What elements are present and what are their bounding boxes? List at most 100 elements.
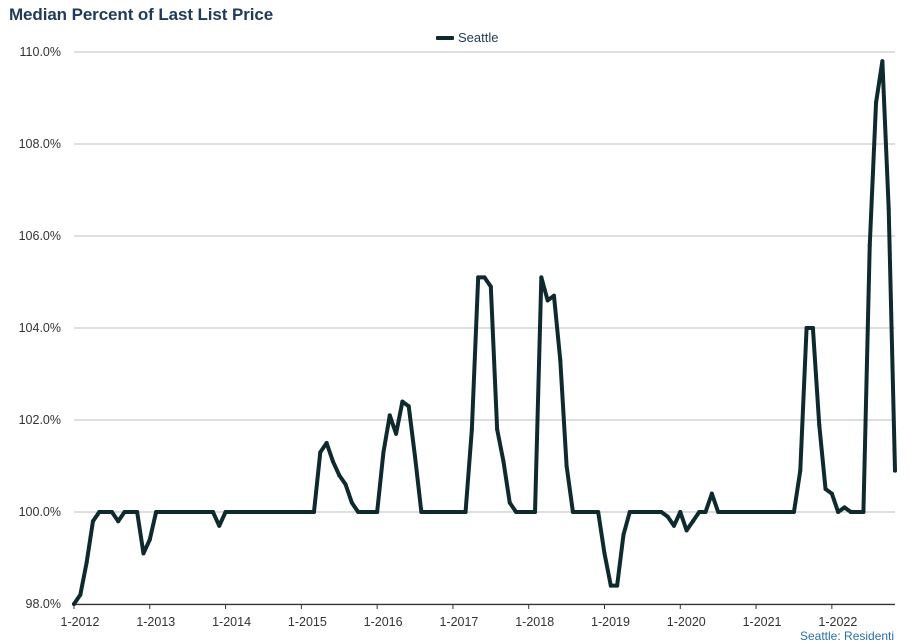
data-point — [684, 528, 689, 533]
x-tick-label: 1-2019 — [591, 615, 630, 629]
data-point — [469, 427, 474, 432]
chart-title: Median Percent of Last List Price — [9, 5, 274, 24]
data-point — [659, 510, 664, 514]
data-point — [293, 510, 298, 514]
data-point — [608, 583, 613, 588]
data-point — [128, 510, 133, 514]
data-point — [413, 454, 418, 459]
data-point — [867, 243, 872, 248]
x-tick-label: 1-2020 — [667, 615, 706, 629]
data-point — [589, 510, 594, 514]
data-point — [324, 441, 329, 445]
data-point — [362, 510, 367, 514]
data-point — [438, 510, 443, 514]
data-point — [741, 510, 746, 514]
data-point — [78, 592, 83, 597]
data-point — [545, 298, 550, 303]
data-point — [90, 519, 95, 524]
data-point — [798, 468, 803, 473]
legend-swatch-seattle — [436, 35, 454, 40]
data-point — [564, 464, 569, 468]
data-point — [785, 510, 790, 514]
x-tick-label: 1-2017 — [439, 615, 478, 629]
data-point — [810, 326, 815, 330]
data-point — [261, 510, 266, 514]
data-point — [103, 510, 108, 514]
data-point — [855, 510, 860, 514]
y-tick-label: 100.0% — [19, 505, 61, 519]
data-point — [634, 510, 639, 514]
x-tick-label: 1-2012 — [61, 615, 100, 629]
y-tick-label: 104.0% — [19, 321, 61, 335]
data-point — [690, 519, 695, 524]
data-point — [577, 510, 582, 514]
data-point — [173, 510, 178, 514]
data-point — [280, 510, 285, 514]
data-point — [419, 510, 424, 514]
data-point — [223, 510, 228, 514]
data-point — [425, 510, 430, 514]
gridlines — [74, 51, 895, 605]
data-point — [122, 510, 127, 514]
data-point — [72, 602, 76, 606]
data-point — [267, 510, 272, 514]
data-point — [311, 510, 316, 514]
data-point — [198, 510, 203, 514]
data-point — [829, 491, 834, 496]
legend[interactable]: Seattle — [436, 30, 498, 45]
x-axis: 1-2012 1-2013 1-2014 1-2015 1-2016 1-2017 1-20… — [61, 603, 895, 629]
data-point — [463, 510, 468, 514]
data-point — [615, 583, 620, 588]
data-point — [299, 510, 304, 514]
data-point — [305, 510, 310, 514]
data-point — [836, 510, 841, 514]
y-axis-ticks: 98.0% 100.0% 102.0% 104.0% 106.0% 108.0% 110.0… — [19, 45, 61, 611]
data-point — [653, 510, 658, 514]
data-point — [450, 510, 455, 514]
series-layer — [72, 59, 897, 606]
data-point — [368, 510, 373, 514]
data-point — [147, 537, 152, 542]
data-point — [488, 284, 493, 289]
data-point — [539, 275, 544, 280]
data-point — [343, 482, 348, 487]
x-tick-label: 1-2021 — [743, 615, 782, 629]
data-point — [204, 510, 209, 514]
data-point — [406, 404, 411, 409]
data-point — [457, 510, 462, 514]
data-point — [242, 510, 247, 514]
data-point — [760, 510, 765, 514]
data-point — [558, 358, 563, 363]
data-point — [229, 510, 234, 514]
data-point — [621, 533, 626, 537]
legend-label-seattle: Seattle — [458, 30, 499, 45]
data-point — [356, 510, 361, 514]
data-point — [791, 510, 796, 514]
data-point — [179, 510, 184, 514]
data-point — [823, 487, 828, 491]
data-point — [330, 459, 335, 464]
data-point — [476, 275, 481, 280]
data-point — [141, 551, 146, 556]
series-line-seattle — [72, 59, 897, 606]
data-point — [375, 510, 380, 514]
x-tick-label: 1-2022 — [818, 615, 857, 629]
data-point — [109, 510, 114, 514]
data-point — [747, 510, 752, 514]
data-point — [274, 510, 279, 514]
data-point — [160, 510, 165, 514]
data-point — [678, 510, 683, 514]
data-point — [893, 468, 897, 473]
data-point — [444, 510, 449, 514]
data-point — [880, 59, 885, 64]
data-point — [381, 450, 386, 455]
data-point — [135, 510, 140, 514]
data-point — [722, 510, 727, 514]
y-tick-label: 110.0% — [20, 45, 61, 59]
y-tick-label: 102.0% — [19, 413, 61, 427]
data-point — [596, 510, 601, 514]
data-point — [520, 510, 525, 514]
data-point — [349, 500, 354, 505]
data-point — [728, 510, 733, 514]
data-point — [735, 510, 740, 514]
